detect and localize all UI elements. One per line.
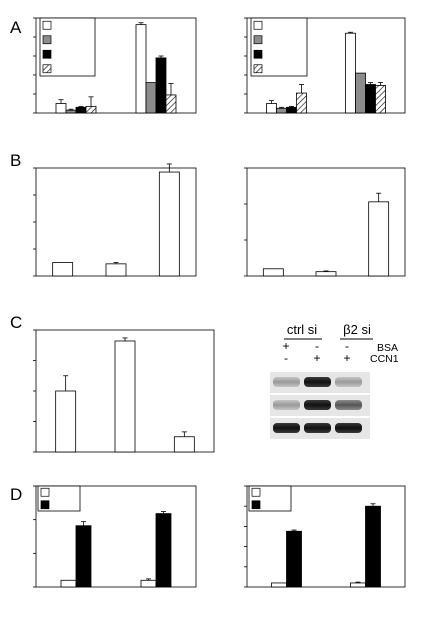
gel-sign-ccn1-1: - xyxy=(284,351,288,365)
gel-label-bsa: BSA xyxy=(377,342,398,354)
gel-header-b2-si: β2 si xyxy=(343,322,371,337)
bar xyxy=(286,106,297,114)
gel-sign-bsa-2: - xyxy=(315,339,319,353)
bar xyxy=(145,82,157,114)
bar xyxy=(60,579,77,588)
panel-label-b: B xyxy=(10,151,21,170)
bar xyxy=(155,57,167,114)
bar xyxy=(114,340,136,453)
gel-sign-ccn1-2: + xyxy=(313,351,320,365)
bar xyxy=(65,109,77,114)
bar xyxy=(173,436,195,453)
gel-sign-bsa-3: - xyxy=(345,339,349,353)
chart-c-beta2 xyxy=(33,329,215,453)
legend-swatch xyxy=(253,20,263,30)
gel-band xyxy=(304,400,331,410)
gel-header-ctrl-si: ctrl si xyxy=(287,322,317,337)
legend-swatch xyxy=(42,20,52,30)
gel-sign-ccn1-3: + xyxy=(343,351,350,365)
bar xyxy=(350,582,366,588)
legend-swatch xyxy=(42,64,52,74)
legend-swatch xyxy=(42,35,52,45)
bar xyxy=(276,107,287,114)
bar xyxy=(55,390,77,453)
legend-swatch xyxy=(253,64,263,74)
legend-swatch xyxy=(251,500,261,510)
bar xyxy=(135,24,147,114)
gel-band xyxy=(304,377,331,387)
chart-a-il1b xyxy=(244,17,406,114)
bar xyxy=(158,171,180,277)
chart-d-tnfa xyxy=(33,485,197,588)
gel-band xyxy=(335,377,362,387)
gel-band xyxy=(335,400,362,410)
plot-frame xyxy=(35,17,197,114)
bar xyxy=(355,72,366,114)
gel-band xyxy=(273,400,300,410)
bar xyxy=(55,103,67,114)
chart-a-tnfa xyxy=(33,17,197,114)
gel-sign-bsa-1: + xyxy=(282,339,289,353)
bar xyxy=(140,579,157,588)
bar xyxy=(85,105,97,114)
bar xyxy=(345,32,356,114)
western-blot-panel: ctrl si β2 si + - - BSA - + + CCN1 xyxy=(270,322,399,439)
gel-label-ccn1: CCN1 xyxy=(370,353,399,365)
legend-swatch xyxy=(253,35,263,45)
bar xyxy=(75,106,87,114)
bar xyxy=(75,525,92,588)
gel-band xyxy=(273,377,300,387)
chart-d-il6 xyxy=(244,485,406,588)
plot-frame xyxy=(35,485,197,588)
bar xyxy=(286,530,302,588)
bar xyxy=(296,92,307,114)
plot-frame xyxy=(246,17,406,114)
bar xyxy=(271,582,287,588)
gel-band xyxy=(273,423,300,433)
plot-frame xyxy=(246,485,406,588)
bar xyxy=(165,94,177,114)
bar xyxy=(315,271,337,277)
chart-b-il1b xyxy=(244,167,406,277)
bar xyxy=(266,103,277,114)
chart-b-tnfa xyxy=(33,163,197,277)
legend-swatch xyxy=(40,487,50,497)
panel-label-d: D xyxy=(10,485,22,504)
bar xyxy=(365,505,381,588)
legend-swatch xyxy=(42,49,52,59)
bar xyxy=(52,262,74,277)
gel-band xyxy=(304,423,331,433)
panel-label-a: A xyxy=(10,18,22,37)
bar xyxy=(368,201,390,277)
bar xyxy=(365,84,376,114)
panel-label-c: C xyxy=(10,313,22,332)
bar xyxy=(262,268,284,277)
bar xyxy=(105,263,127,277)
bar xyxy=(155,513,172,588)
gel-band xyxy=(335,423,362,433)
legend-swatch xyxy=(40,500,50,510)
legend-swatch xyxy=(253,49,263,59)
legend-swatch xyxy=(251,487,261,497)
bar xyxy=(375,85,386,114)
